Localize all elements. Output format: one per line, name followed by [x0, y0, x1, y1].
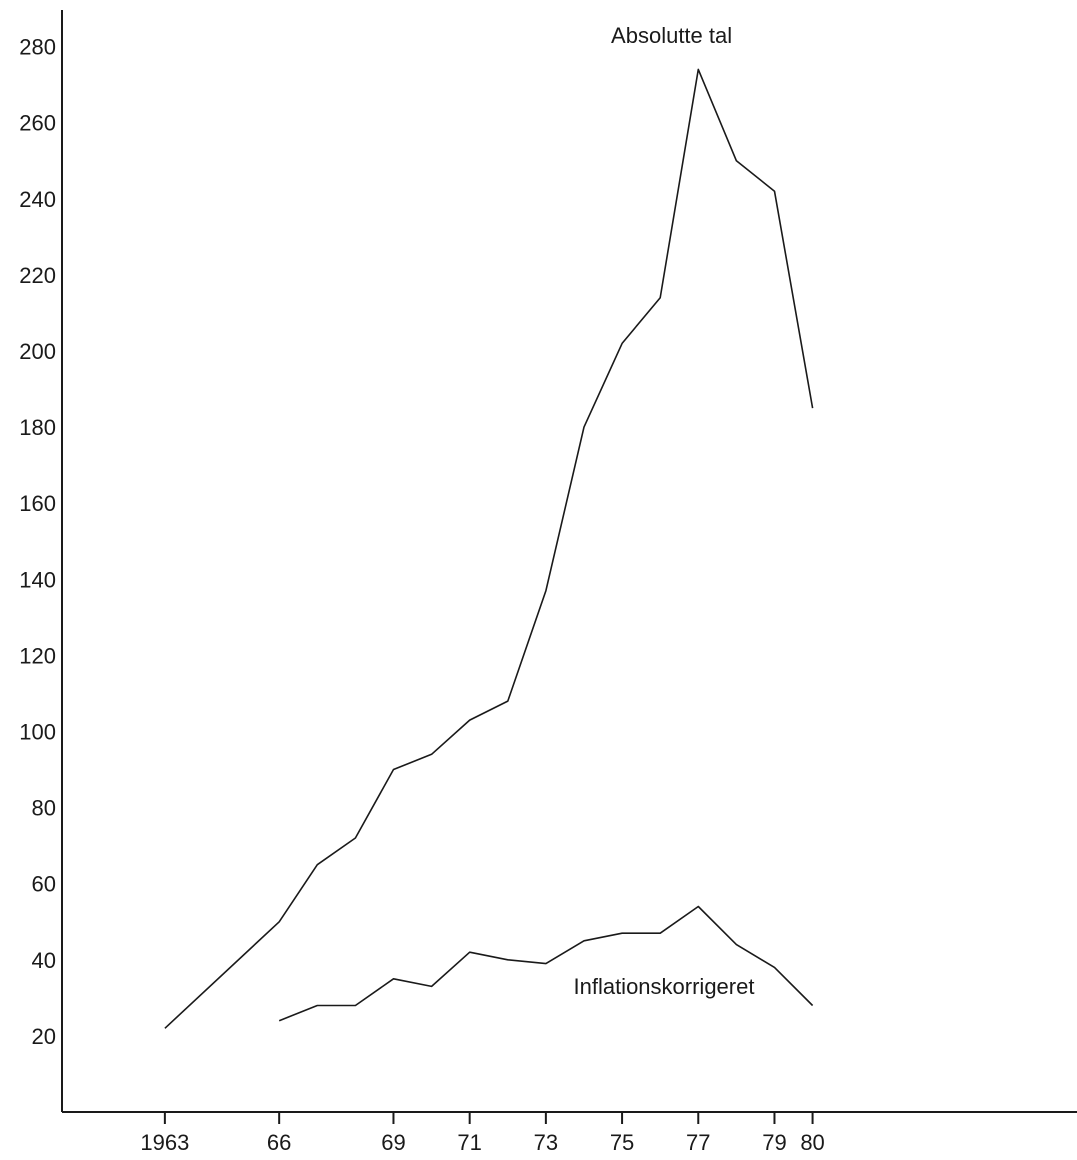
y-tick-label: 160 [19, 491, 56, 516]
y-tick-label: 280 [19, 35, 56, 60]
series-line-1 [278, 905, 814, 1022]
series-labels: Absolutte tal Inflationskorrigeret [573, 23, 754, 999]
x-tick-label: 79 [762, 1130, 786, 1155]
y-tick-label: 40 [32, 948, 56, 973]
y-tick-label: 60 [32, 872, 56, 897]
x-tick-label: 71 [457, 1130, 481, 1155]
series-line-0 [164, 68, 814, 1029]
y-tick-label: 80 [32, 796, 56, 821]
y-tick-label: 260 [19, 111, 56, 136]
x-tick-label: 69 [381, 1130, 405, 1155]
y-tick-label: 240 [19, 187, 56, 212]
x-tick-label: 1963 [140, 1130, 189, 1155]
y-tick-label: 200 [19, 339, 56, 364]
y-tick-label: 100 [19, 720, 56, 745]
x-tick-labels: 1963 66 69 71 73 75 77 79 80 [140, 1112, 825, 1155]
y-tick-label: 140 [19, 567, 56, 592]
y-tick-label: 220 [19, 263, 56, 288]
x-tick-label: 66 [267, 1130, 291, 1155]
x-tick-label: 73 [534, 1130, 558, 1155]
y-tick-label: 20 [32, 1024, 56, 1049]
y-tick-label: 120 [19, 643, 56, 668]
y-tick-label: 180 [19, 415, 56, 440]
x-tick-label: 80 [800, 1130, 824, 1155]
x-tick-label: 77 [686, 1130, 710, 1155]
x-tick-label: 75 [610, 1130, 634, 1155]
series-label-0: Absolutte tal [611, 23, 732, 48]
series-lines [164, 68, 814, 1029]
y-tick-labels: 20 40 60 80 100 120 140 160 180 200 220 240 260 280 [19, 35, 56, 1049]
series-label-1: Inflationskorrigeret [573, 974, 754, 999]
